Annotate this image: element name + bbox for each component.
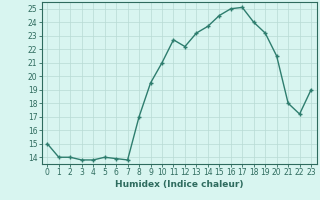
X-axis label: Humidex (Indice chaleur): Humidex (Indice chaleur) (115, 180, 244, 189)
